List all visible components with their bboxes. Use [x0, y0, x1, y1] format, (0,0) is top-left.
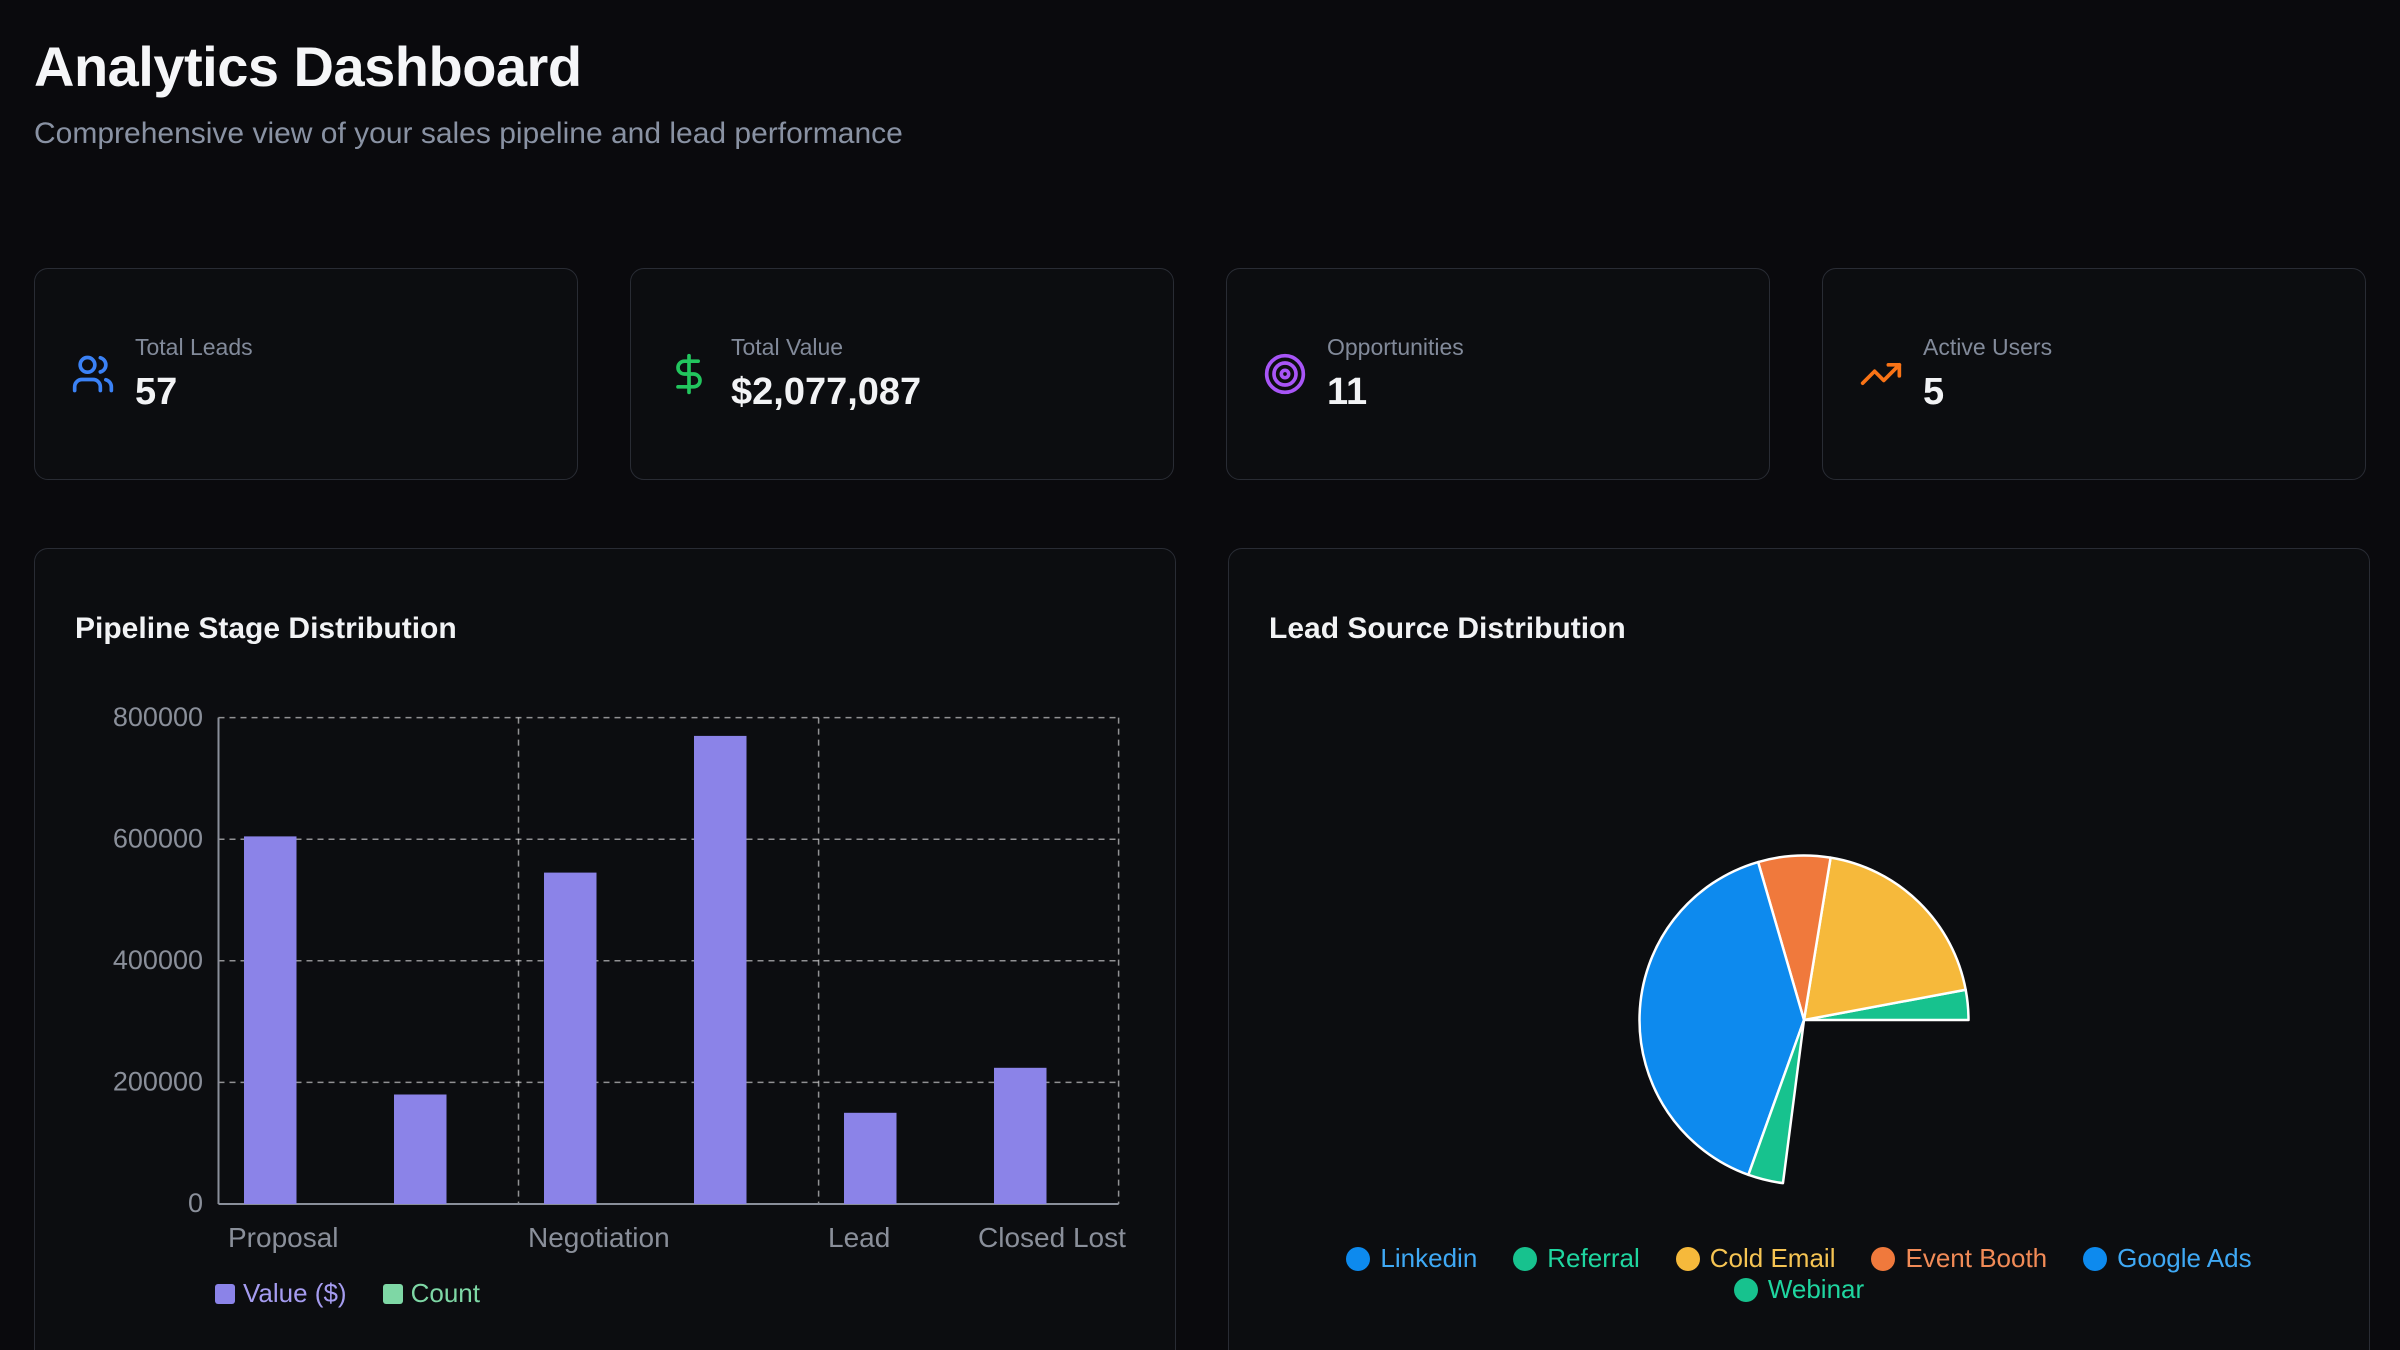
- svg-text:Negotiation: Negotiation: [528, 1222, 670, 1253]
- svg-text:800000: 800000: [113, 702, 203, 732]
- svg-text:0: 0: [188, 1188, 203, 1218]
- svg-text:600000: 600000: [113, 824, 203, 854]
- svg-text:Proposal: Proposal: [228, 1222, 339, 1253]
- svg-text:Closed Lost: Closed Lost: [978, 1222, 1126, 1253]
- svg-text:Lead: Lead: [828, 1222, 890, 1253]
- svg-text:200000: 200000: [113, 1067, 203, 1097]
- svg-text:400000: 400000: [113, 945, 203, 975]
